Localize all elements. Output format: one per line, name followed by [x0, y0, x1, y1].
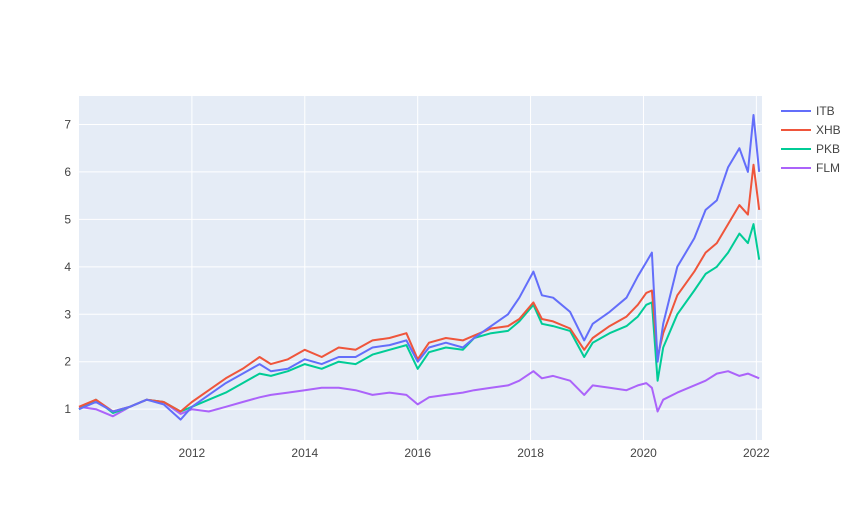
legend-item-xhb[interactable]: XHB	[781, 123, 841, 137]
y-tick-label: 2	[64, 355, 71, 369]
legend-label: FLM	[816, 161, 840, 175]
legend-label: PKB	[816, 142, 840, 156]
x-tick-label: 2016	[404, 446, 431, 460]
x-tick-label: 2014	[291, 446, 318, 460]
y-tick-label: 7	[64, 117, 71, 131]
x-tick-label: 2022	[743, 446, 770, 460]
y-tick-label: 4	[64, 260, 71, 274]
legend[interactable]: ITB XHB PKB FLM	[781, 104, 841, 175]
x-tick-label: 2018	[517, 446, 544, 460]
y-axis-tick-labels: 1 2 3 4 5 6 7	[64, 117, 71, 416]
y-tick-label: 3	[64, 307, 71, 321]
series-line-itb	[78, 114, 761, 421]
series-line-flm	[78, 370, 760, 418]
series-line-xhb	[78, 163, 761, 413]
series-lines	[78, 114, 761, 421]
y-tick-label: 5	[64, 212, 71, 226]
plot-background	[79, 96, 762, 440]
legend-item-itb[interactable]: ITB	[781, 104, 835, 118]
x-tick-label: 2020	[630, 446, 657, 460]
legend-label: XHB	[816, 123, 841, 137]
legend-item-pkb[interactable]: PKB	[781, 142, 840, 156]
grid-lines	[79, 96, 762, 440]
y-tick-label: 6	[64, 165, 71, 179]
x-axis-tick-labels: 2012 2014 2016 2018 2020 2022	[179, 446, 770, 460]
legend-item-flm[interactable]: FLM	[781, 161, 840, 175]
y-tick-label: 1	[64, 402, 71, 416]
legend-label: ITB	[816, 104, 835, 118]
x-tick-label: 2012	[179, 446, 206, 460]
